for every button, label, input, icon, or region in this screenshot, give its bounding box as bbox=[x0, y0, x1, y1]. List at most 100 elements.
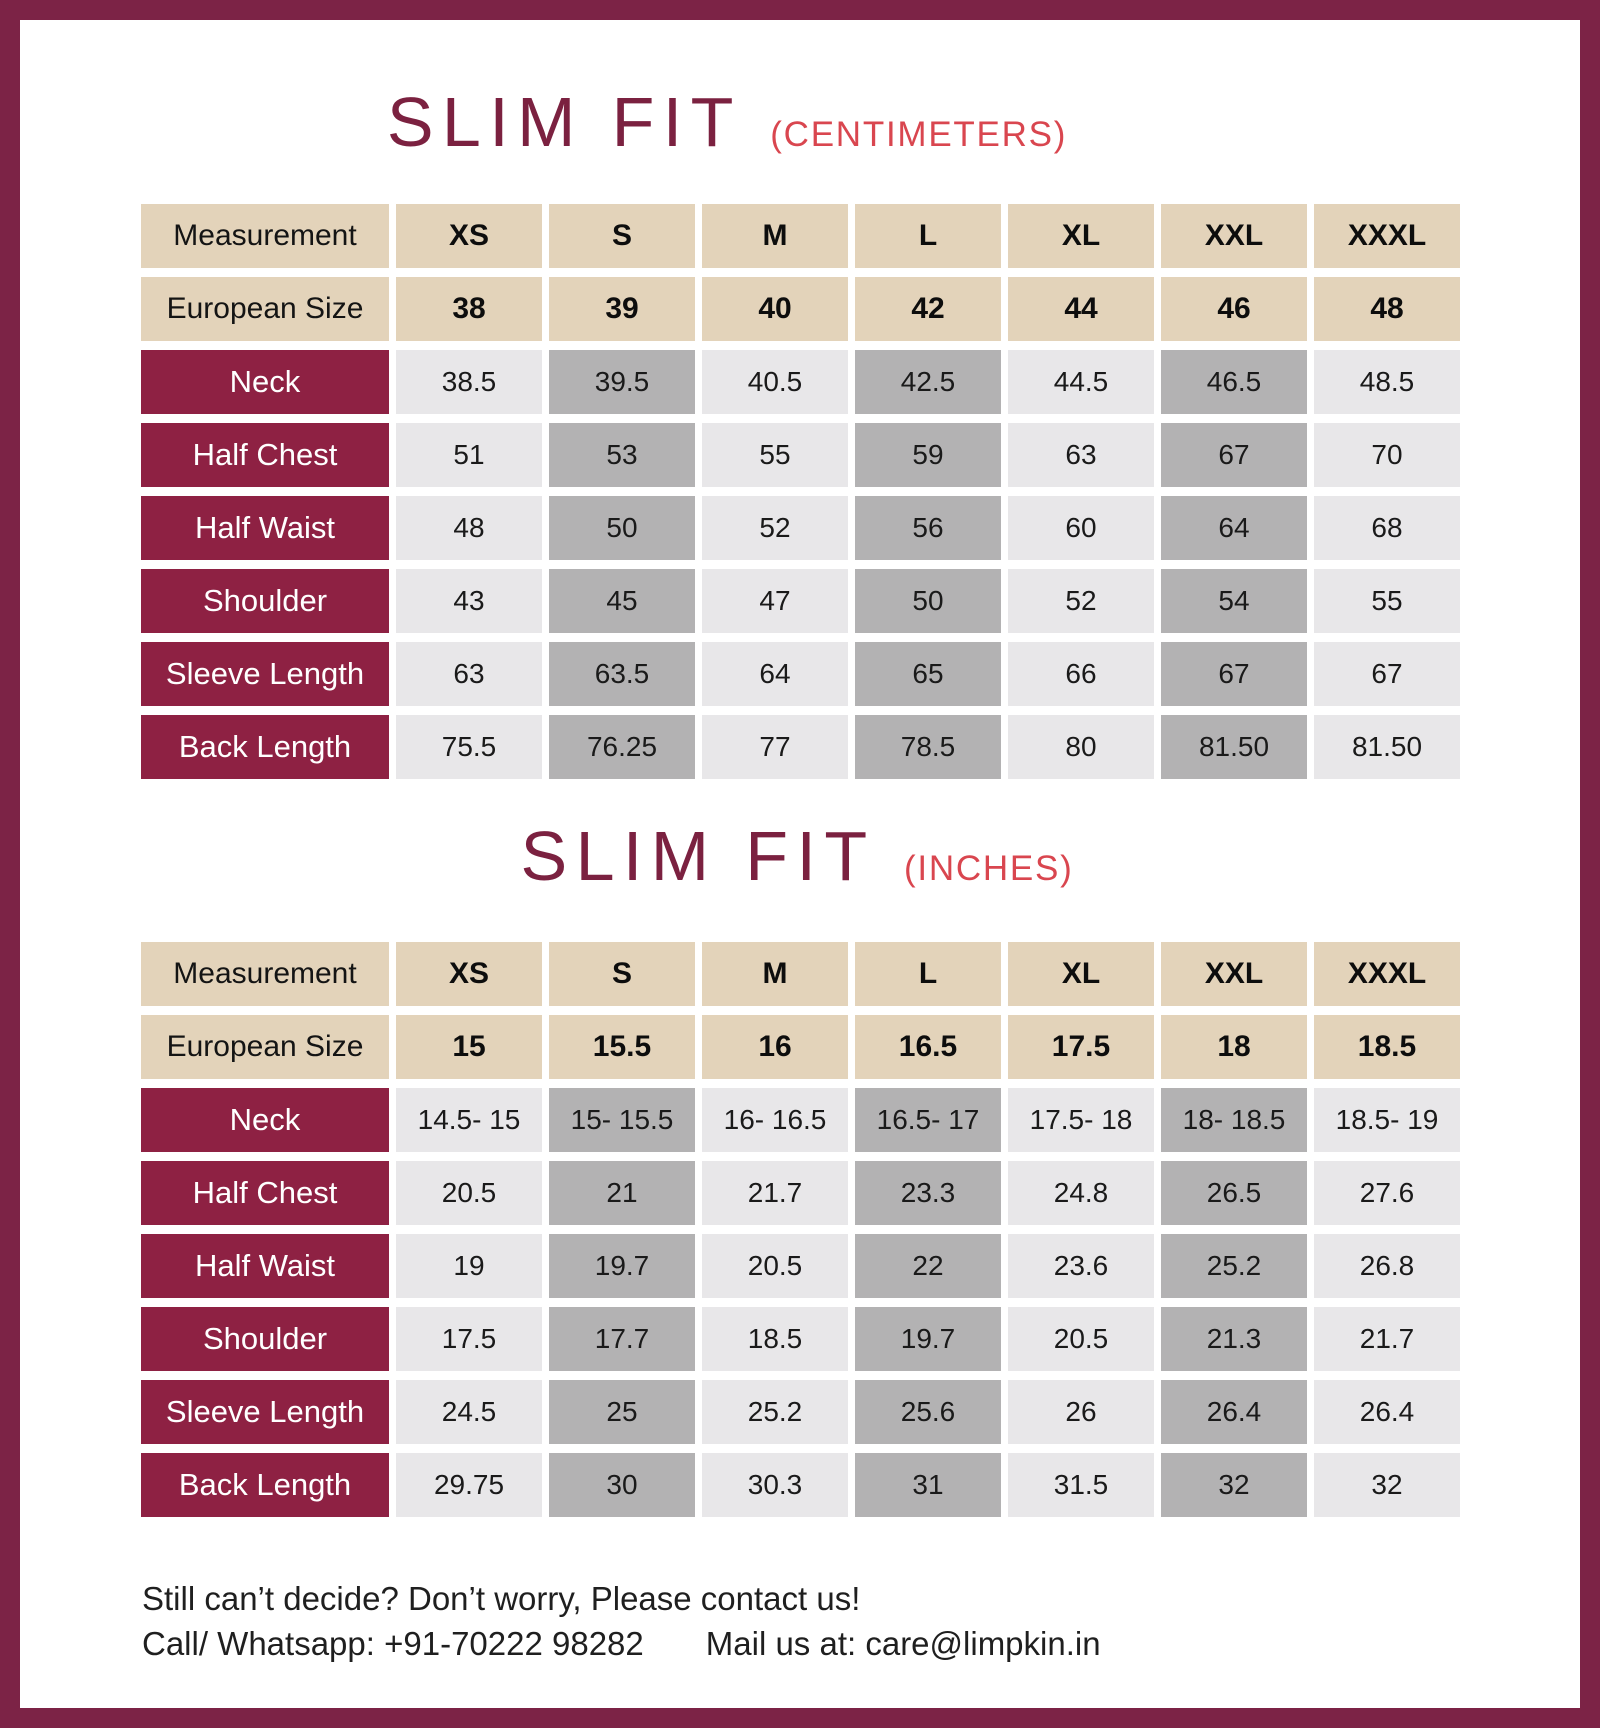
row-label-sleeve-length: Sleeve Length bbox=[141, 1380, 389, 1444]
sleeve-length-value-xxxl: 26.4 bbox=[1314, 1380, 1460, 1444]
half-chest-value-l: 23.3 bbox=[855, 1161, 1001, 1225]
neck-value-l: 42.5 bbox=[855, 350, 1001, 414]
neck-value-xxxl: 48.5 bbox=[1314, 350, 1460, 414]
sleeve-length-value-xxxl: 67 bbox=[1314, 642, 1460, 706]
measurement-header-cell: Measurement bbox=[141, 204, 389, 268]
neck-value-s: 15- 15.5 bbox=[549, 1088, 695, 1152]
size-header-cell-xs: XS bbox=[396, 942, 542, 1006]
back-length-value-s: 30 bbox=[549, 1453, 695, 1517]
half-waist-value-xs: 19 bbox=[396, 1234, 542, 1298]
european-size-value-xs: 38 bbox=[396, 277, 542, 341]
neck-value-m: 40.5 bbox=[702, 350, 848, 414]
half-waist-value-xxxl: 26.8 bbox=[1314, 1234, 1460, 1298]
sleeve-length-value-xl: 66 bbox=[1008, 642, 1154, 706]
size-header-cell-m: M bbox=[702, 204, 848, 268]
size-header-cell-xxxl: XXXL bbox=[1314, 942, 1460, 1006]
half-waist-value-m: 20.5 bbox=[702, 1234, 848, 1298]
size-header-cell-m: M bbox=[702, 942, 848, 1006]
footer: Still can’t decide? Don’t worry, Please … bbox=[142, 1576, 1101, 1666]
footer-contact-line: Call/ Whatsapp: +91-70222 98282 Mail us a… bbox=[142, 1621, 1101, 1666]
footer-phone: Call/ Whatsapp: +91-70222 98282 bbox=[142, 1625, 644, 1662]
neck-value-xxl: 46.5 bbox=[1161, 350, 1307, 414]
neck-value-xxxl: 18.5- 19 bbox=[1314, 1088, 1460, 1152]
shoulder-value-m: 47 bbox=[702, 569, 848, 633]
footer-help-text: Still can’t decide? Don’t worry, Please … bbox=[142, 1580, 861, 1617]
back-length-value-xxl: 32 bbox=[1161, 1453, 1307, 1517]
european-size-value-xl: 44 bbox=[1008, 277, 1154, 341]
cm-unit-label: (CENTIMETERS) bbox=[770, 115, 1068, 154]
european-size-value-xxxl: 18.5 bbox=[1314, 1015, 1460, 1079]
european-size-value-l: 16.5 bbox=[855, 1015, 1001, 1079]
sleeve-length-value-xs: 24.5 bbox=[396, 1380, 542, 1444]
half-chest-value-xl: 63 bbox=[1008, 423, 1154, 487]
cm-table-title: SLIM FIT (CENTIMETERS) bbox=[141, 82, 1453, 162]
row-label-back-length: Back Length bbox=[141, 715, 389, 779]
european-size-label-cell: European Size bbox=[141, 1015, 389, 1079]
half-chest-value-m: 21.7 bbox=[702, 1161, 848, 1225]
european-size-label-cell: European Size bbox=[141, 277, 389, 341]
half-chest-value-xs: 20.5 bbox=[396, 1161, 542, 1225]
half-waist-value-xs: 48 bbox=[396, 496, 542, 560]
shoulder-value-xl: 52 bbox=[1008, 569, 1154, 633]
inches-unit-label: (INCHES) bbox=[903, 849, 1074, 888]
size-header-cell-l: L bbox=[855, 204, 1001, 268]
half-waist-value-xl: 60 bbox=[1008, 496, 1154, 560]
shoulder-value-xl: 20.5 bbox=[1008, 1307, 1154, 1371]
inches-title-text: SLIM FIT bbox=[520, 817, 876, 895]
row-label-shoulder: Shoulder bbox=[141, 569, 389, 633]
sleeve-length-value-m: 25.2 bbox=[702, 1380, 848, 1444]
size-header-cell-xl: XL bbox=[1008, 204, 1154, 268]
half-waist-value-s: 50 bbox=[549, 496, 695, 560]
back-length-value-xs: 75.5 bbox=[396, 715, 542, 779]
half-waist-value-xxl: 25.2 bbox=[1161, 1234, 1307, 1298]
row-label-half-waist: Half Waist bbox=[141, 496, 389, 560]
neck-value-xl: 44.5 bbox=[1008, 350, 1154, 414]
half-chest-value-xxxl: 27.6 bbox=[1314, 1161, 1460, 1225]
half-waist-value-s: 19.7 bbox=[549, 1234, 695, 1298]
shoulder-value-l: 50 bbox=[855, 569, 1001, 633]
european-size-value-xxl: 18 bbox=[1161, 1015, 1307, 1079]
footer-email: Mail us at: care@limpkin.in bbox=[705, 1625, 1101, 1662]
size-header-cell-xxxl: XXXL bbox=[1314, 204, 1460, 268]
row-label-half-chest: Half Chest bbox=[141, 423, 389, 487]
sleeve-length-value-l: 25.6 bbox=[855, 1380, 1001, 1444]
european-size-value-xxl: 46 bbox=[1161, 277, 1307, 341]
size-header-cell-s: S bbox=[549, 942, 695, 1006]
inches-size-table: Measurement XS S M L XL XXL XXXL European Size 15… bbox=[141, 942, 1460, 1517]
european-size-value-l: 42 bbox=[855, 277, 1001, 341]
half-chest-value-xl: 24.8 bbox=[1008, 1161, 1154, 1225]
sleeve-length-value-xl: 26 bbox=[1008, 1380, 1154, 1444]
inches-table-title: SLIM FIT (INCHES) bbox=[141, 816, 1453, 896]
european-size-value-s: 39 bbox=[549, 277, 695, 341]
size-header-cell-xxl: XXL bbox=[1161, 942, 1307, 1006]
european-size-value-m: 40 bbox=[702, 277, 848, 341]
size-header-cell-xl: XL bbox=[1008, 942, 1154, 1006]
back-length-value-xl: 31.5 bbox=[1008, 1453, 1154, 1517]
sleeve-length-value-s: 25 bbox=[549, 1380, 695, 1444]
european-size-value-m: 16 bbox=[702, 1015, 848, 1079]
half-chest-value-xxl: 26.5 bbox=[1161, 1161, 1307, 1225]
shoulder-value-xxxl: 55 bbox=[1314, 569, 1460, 633]
row-label-back-length: Back Length bbox=[141, 1453, 389, 1517]
european-size-value-xl: 17.5 bbox=[1008, 1015, 1154, 1079]
row-label-sleeve-length: Sleeve Length bbox=[141, 642, 389, 706]
shoulder-value-m: 18.5 bbox=[702, 1307, 848, 1371]
row-label-half-waist: Half Waist bbox=[141, 1234, 389, 1298]
sleeve-length-value-l: 65 bbox=[855, 642, 1001, 706]
sleeve-length-value-s: 63.5 bbox=[549, 642, 695, 706]
shoulder-value-xxxl: 21.7 bbox=[1314, 1307, 1460, 1371]
back-length-value-xxxl: 32 bbox=[1314, 1453, 1460, 1517]
shoulder-value-l: 19.7 bbox=[855, 1307, 1001, 1371]
neck-value-s: 39.5 bbox=[549, 350, 695, 414]
back-length-value-xl: 80 bbox=[1008, 715, 1154, 779]
neck-value-xl: 17.5- 18 bbox=[1008, 1088, 1154, 1152]
shoulder-value-xxl: 54 bbox=[1161, 569, 1307, 633]
half-chest-value-l: 59 bbox=[855, 423, 1001, 487]
shoulder-value-s: 17.7 bbox=[549, 1307, 695, 1371]
shoulder-value-xs: 43 bbox=[396, 569, 542, 633]
size-header-cell-xs: XS bbox=[396, 204, 542, 268]
sleeve-length-value-xxl: 26.4 bbox=[1161, 1380, 1307, 1444]
neck-value-xxl: 18- 18.5 bbox=[1161, 1088, 1307, 1152]
neck-value-l: 16.5- 17 bbox=[855, 1088, 1001, 1152]
